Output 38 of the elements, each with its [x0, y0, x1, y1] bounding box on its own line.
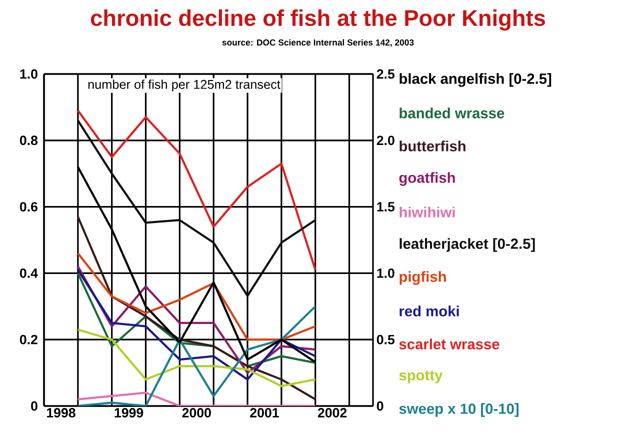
text: red moki [400, 306, 459, 316]
y2-tick-label: 0.5 [376, 334, 395, 344]
text: hiwihiwi [400, 206, 455, 218]
y2-tick-label: 2.0 [376, 136, 394, 146]
x-tick-label: 2001 [250, 408, 279, 418]
text: goatfish [399, 172, 455, 186]
y-tick-label: 0 [31, 401, 38, 411]
line-series [76, 305, 316, 406]
text: banded wrasse [400, 108, 504, 118]
y-tick-label: 1.0 [20, 69, 38, 79]
x-tick-label: 1999 [114, 408, 144, 418]
y2-tick-label: 1.5 [377, 202, 395, 212]
x-tick-label: 1998 [46, 408, 76, 418]
y-tick-label: 0.2 [20, 334, 38, 344]
x-tick-label: 2000 [182, 408, 211, 418]
y-axis-title: number of fish per 125m2 transect [88, 80, 280, 92]
line-series [76, 216, 316, 400]
y2-tick-label: 1.0 [377, 268, 394, 278]
y-tick-label: 0.8 [20, 136, 38, 146]
line-series [76, 252, 316, 341]
line-series [76, 119, 316, 297]
text: pigfish [400, 271, 446, 285]
text: butterfish [400, 140, 466, 152]
chart-subtitle: source: DOC Science Internal Series 142, 2003 [222, 39, 414, 47]
y2-tick-label: 0 [376, 401, 384, 411]
chart-title: chronic decline of fish at the Poor Knights [90, 9, 546, 31]
text: leatherjacket [0-2.5] [400, 238, 535, 252]
y2-tick-label: 2.5 [376, 69, 395, 79]
text: scarlet wrasse [399, 338, 500, 350]
text: spotty [399, 370, 443, 384]
y-tick-label: 0.6 [20, 202, 38, 212]
x-tick-label: 2002 [318, 408, 347, 418]
text: black angelfish [0-2.5] [400, 73, 552, 87]
line-series [76, 109, 316, 271]
text: sweep x 10 [0-10] [399, 403, 519, 417]
y-tick-label: 0.4 [20, 268, 38, 278]
line-series [76, 166, 316, 364]
line-series [76, 328, 316, 388]
